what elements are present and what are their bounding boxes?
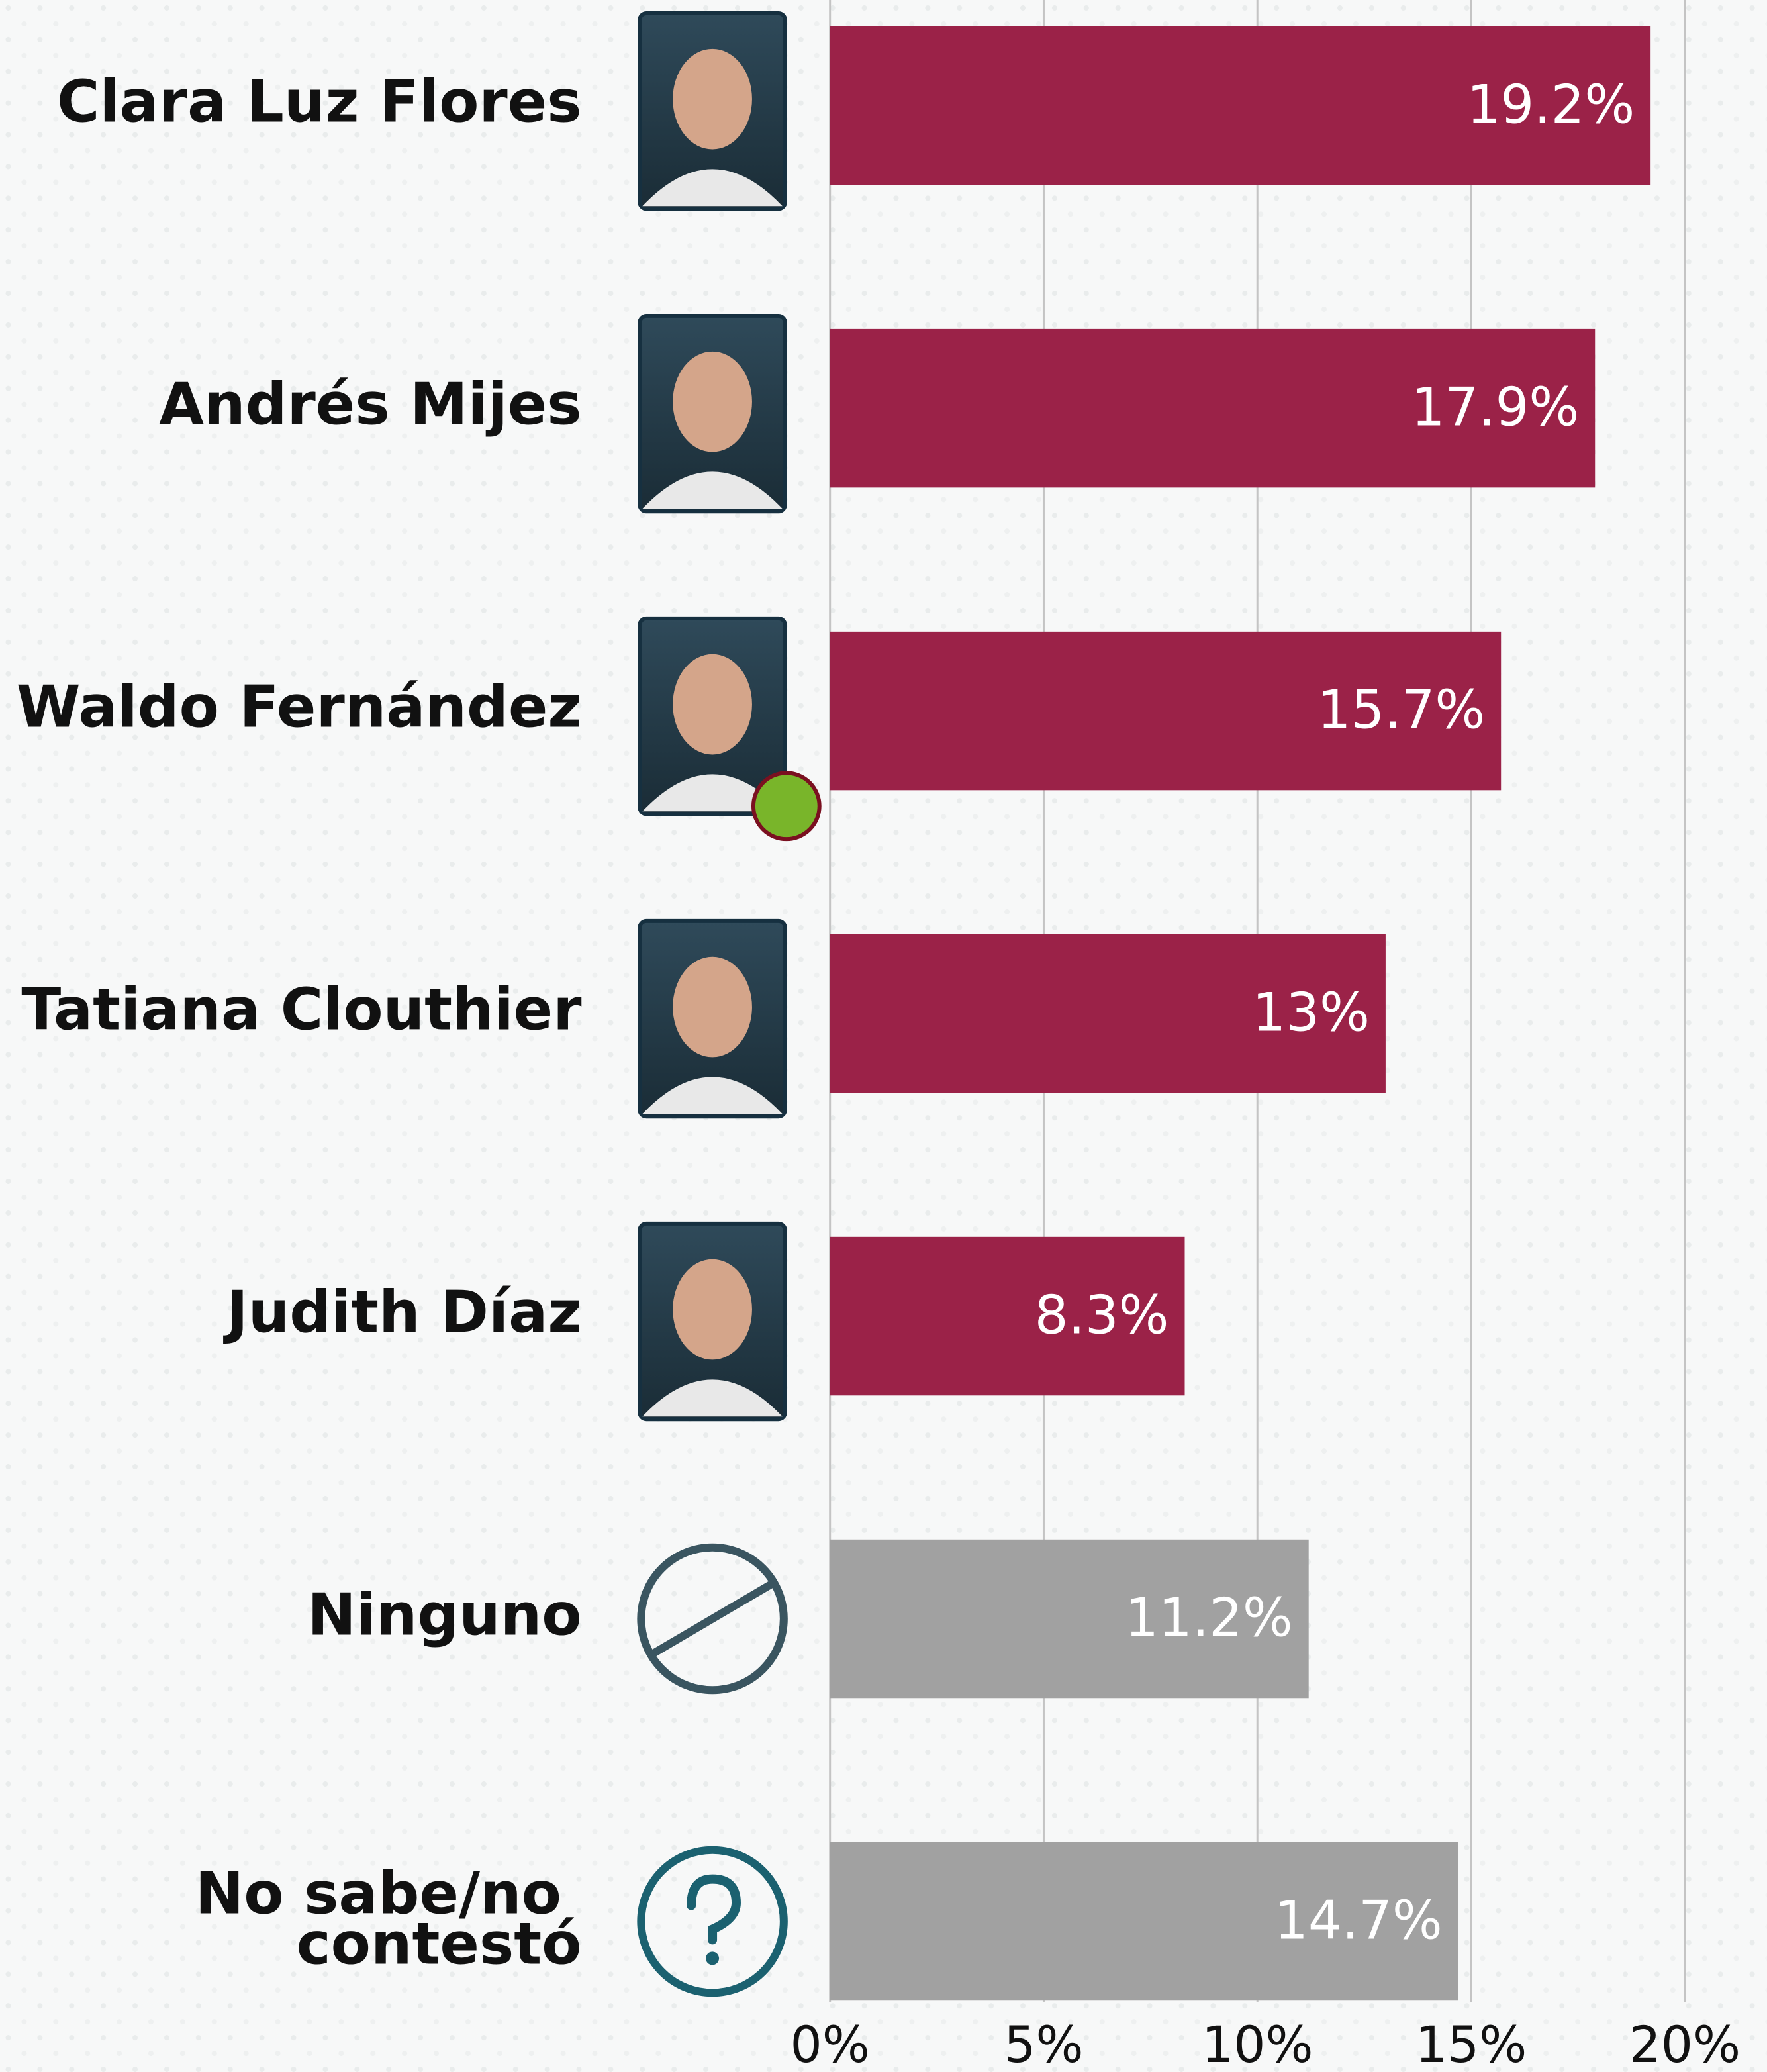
category-label: Tatiana Clouthier xyxy=(21,975,582,1043)
value-label: 17.9% xyxy=(1411,377,1580,438)
x-tick-label: 20% xyxy=(1629,2016,1741,2072)
category-label-line: contestó xyxy=(297,1910,582,1977)
x-tick-label: 10% xyxy=(1202,2016,1313,2072)
photo-face xyxy=(673,957,752,1058)
page: {"chart_data": {"type": "bar", "orientat… xyxy=(0,0,1767,2072)
unknown-icon-dot xyxy=(706,1951,719,1965)
category-label: Judith Díaz xyxy=(223,1278,581,1346)
photo-face xyxy=(673,654,752,755)
x-tick-label: 15% xyxy=(1415,2016,1527,2072)
category-label: Clara Luz Flores xyxy=(57,68,581,136)
chart: 0% 5% 10% 15% 20% 19.2% Clara Luz Flores 17.9% A… xyxy=(0,0,1767,2072)
photo-face xyxy=(673,1259,752,1360)
value-label: 8.3% xyxy=(1035,1285,1169,1346)
category-label: Waldo Fernández xyxy=(17,673,582,741)
value-label: 13% xyxy=(1253,982,1370,1044)
x-tick-label: 0% xyxy=(790,2016,870,2072)
party-badge xyxy=(753,773,820,839)
x-tick-label: 5% xyxy=(1004,2016,1083,2072)
value-label: 15.7% xyxy=(1317,679,1486,741)
value-label: 14.7% xyxy=(1274,1889,1443,1951)
value-label: 19.2% xyxy=(1467,74,1635,136)
photo-face xyxy=(673,49,752,150)
value-label: 11.2% xyxy=(1125,1587,1293,1648)
photo-face xyxy=(673,352,752,452)
category-label: Ninguno xyxy=(307,1581,581,1648)
category-label: Andrés Mijes xyxy=(159,371,581,438)
